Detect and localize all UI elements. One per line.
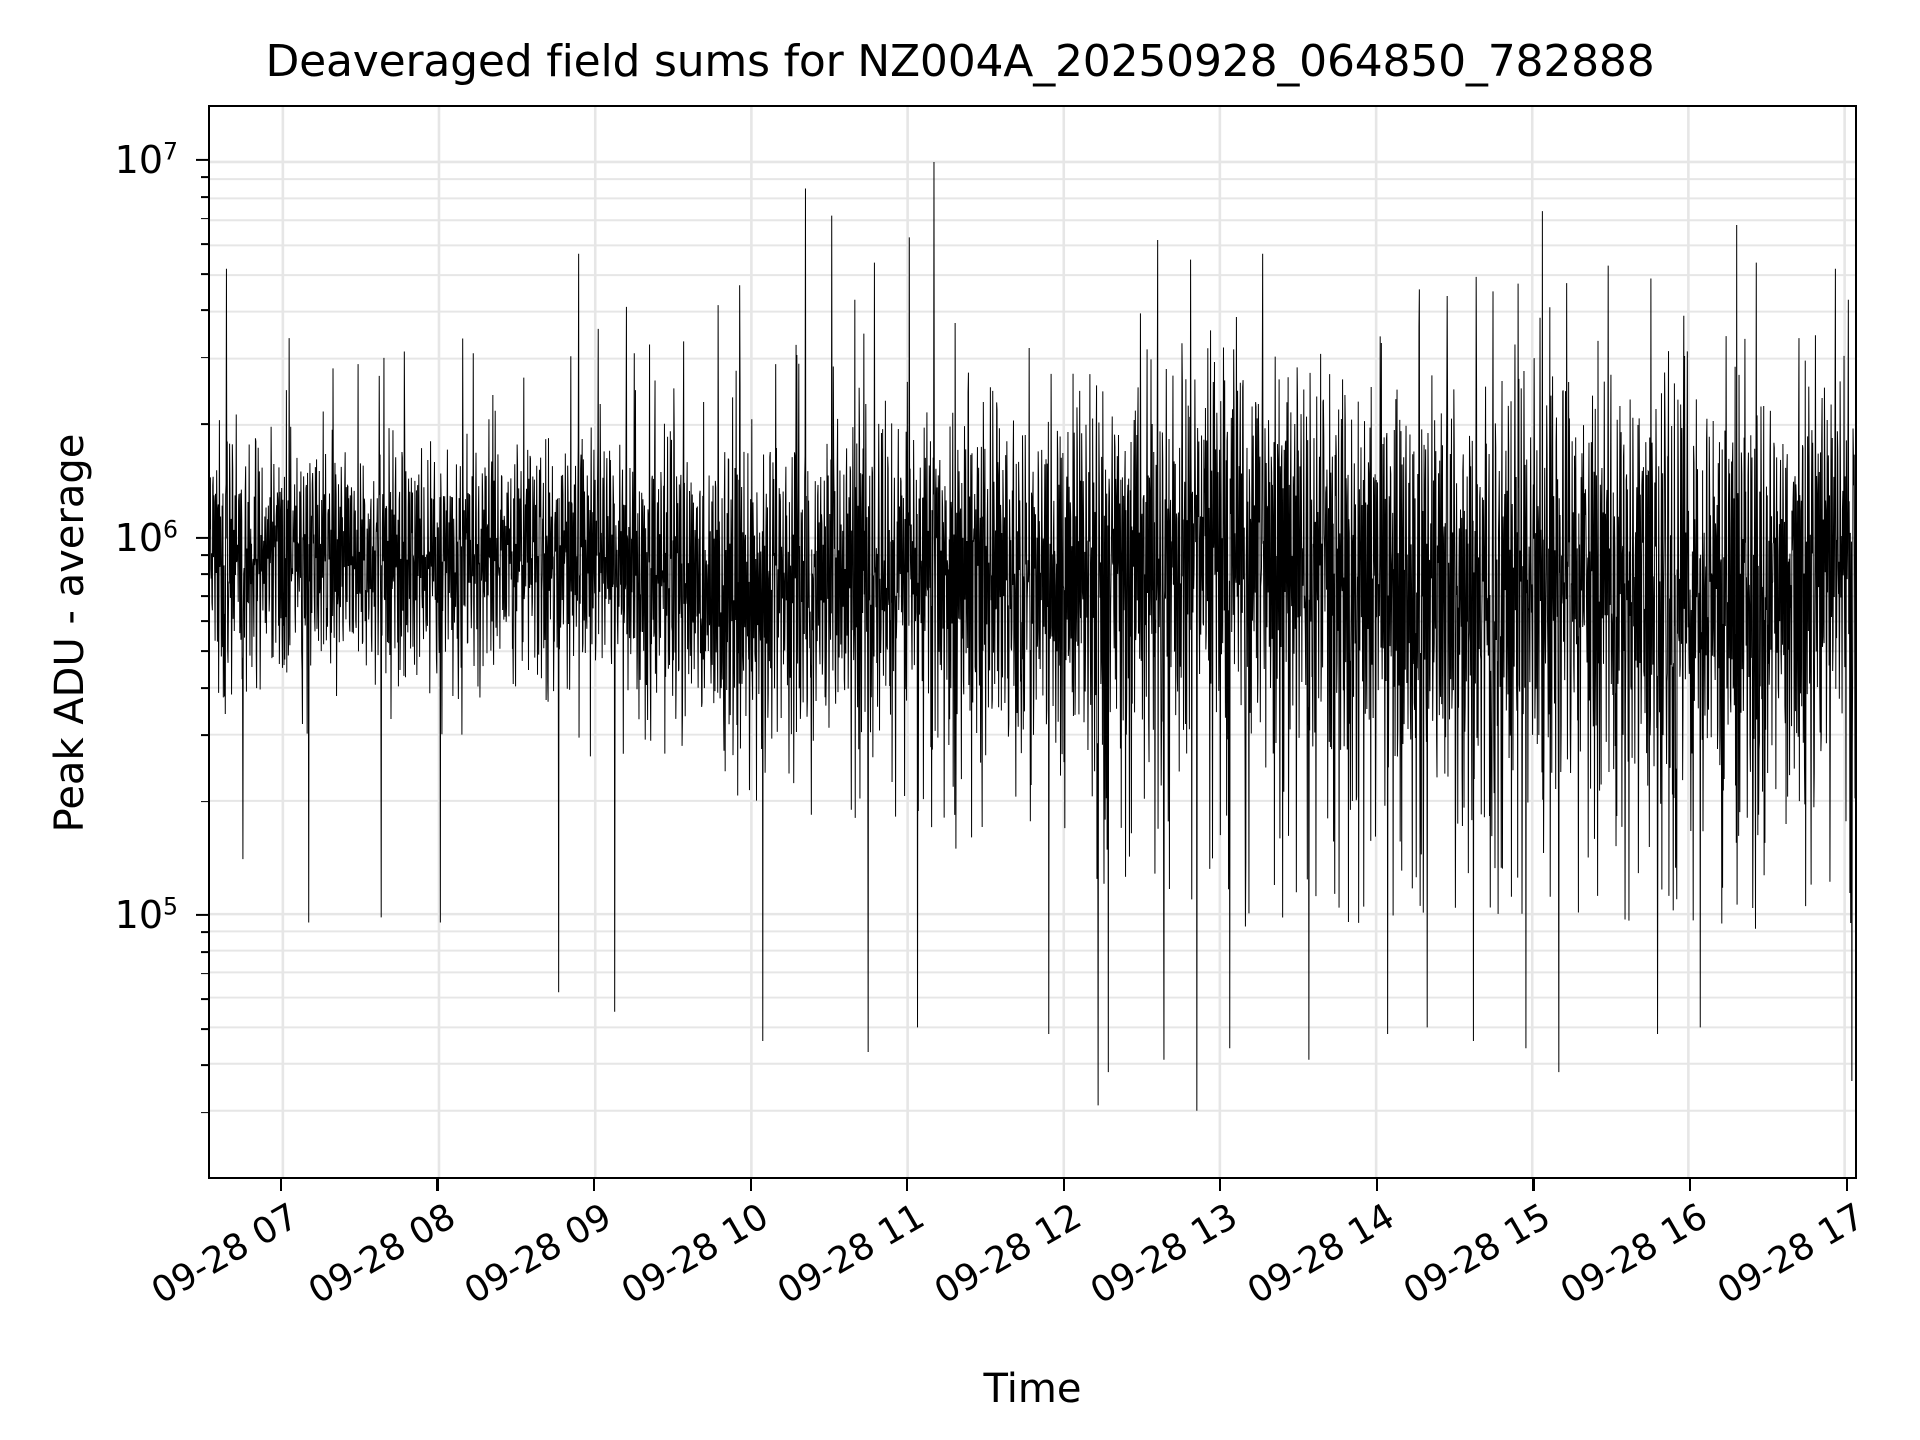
y-axis-tick-labels: 105 106 107 (0, 105, 200, 1179)
y-axis-minor-tick (201, 997, 208, 1000)
x-axis-major-tick (593, 1179, 596, 1191)
y-axis-ticks (0, 105, 208, 1179)
x-axis-major-tick (1845, 1179, 1848, 1191)
y-axis-minor-tick (201, 423, 208, 425)
y-axis-minor-tick (201, 217, 208, 220)
y-axis-minor-tick (201, 309, 208, 312)
y-axis-tick-label: 107 (115, 138, 178, 182)
y-axis-minor-tick (201, 650, 208, 653)
x-axis-ticks (208, 1179, 1857, 1199)
x-axis-major-tick (1375, 1179, 1379, 1191)
y-axis-minor-tick (201, 1064, 208, 1067)
y-tick-exponent: 6 (163, 514, 178, 543)
y-axis-minor-tick (201, 272, 208, 275)
y-tick-exponent: 5 (163, 892, 178, 921)
y-tick-exponent: 7 (163, 137, 178, 166)
y-axis-minor-tick (201, 734, 208, 736)
y-axis-minor-tick (201, 1027, 208, 1030)
y-tick-mantissa: 10 (114, 893, 164, 938)
chart-title: Deaveraged field sums for NZ004A_2025092… (265, 36, 1655, 87)
y-axis-tick-label: 105 (115, 893, 178, 937)
x-axis-major-tick (436, 1179, 439, 1191)
y-axis-minor-tick (201, 554, 208, 556)
y-axis-minor-tick (201, 931, 208, 934)
y-tick-mantissa: 10 (114, 515, 164, 560)
x-axis-major-tick (279, 1179, 283, 1191)
y-axis-minor-tick (201, 243, 208, 245)
x-axis-label: Time (983, 1366, 1082, 1412)
y-axis-tick-label: 106 (115, 516, 178, 560)
plot-area (208, 105, 1857, 1179)
y-axis-minor-tick (201, 620, 208, 623)
x-axis-major-tick (906, 1179, 909, 1191)
y-axis-minor-tick (201, 972, 208, 975)
y-axis-minor-tick (201, 950, 208, 953)
x-axis-major-tick (1532, 1179, 1535, 1191)
y-axis-minor-tick (201, 573, 208, 576)
y-axis-major-tick (196, 159, 208, 162)
y-axis-minor-tick (201, 195, 208, 198)
y-axis-minor-tick (201, 686, 208, 689)
x-axis-major-tick (1688, 1179, 1692, 1191)
y-tick-mantissa: 10 (114, 138, 164, 183)
x-axis-major-tick (1062, 1179, 1065, 1191)
y-axis-label: Peak ADU - average (47, 433, 93, 833)
x-axis-major-tick (1219, 1179, 1222, 1191)
data-series-line (210, 107, 1855, 1177)
y-axis-minor-tick (201, 176, 208, 179)
y-axis-major-tick (196, 914, 208, 917)
y-axis-minor-tick (201, 800, 208, 803)
y-axis-major-tick (196, 536, 208, 539)
y-axis-minor-tick (201, 356, 208, 359)
y-axis-minor-tick (201, 1111, 208, 1114)
y-axis-minor-tick (201, 595, 208, 598)
x-axis-tick-labels: 09-28 07 09-28 08 09-28 09 09-28 10 09-28 11… (145, 1196, 1871, 1356)
x-axis-major-tick (749, 1179, 752, 1191)
